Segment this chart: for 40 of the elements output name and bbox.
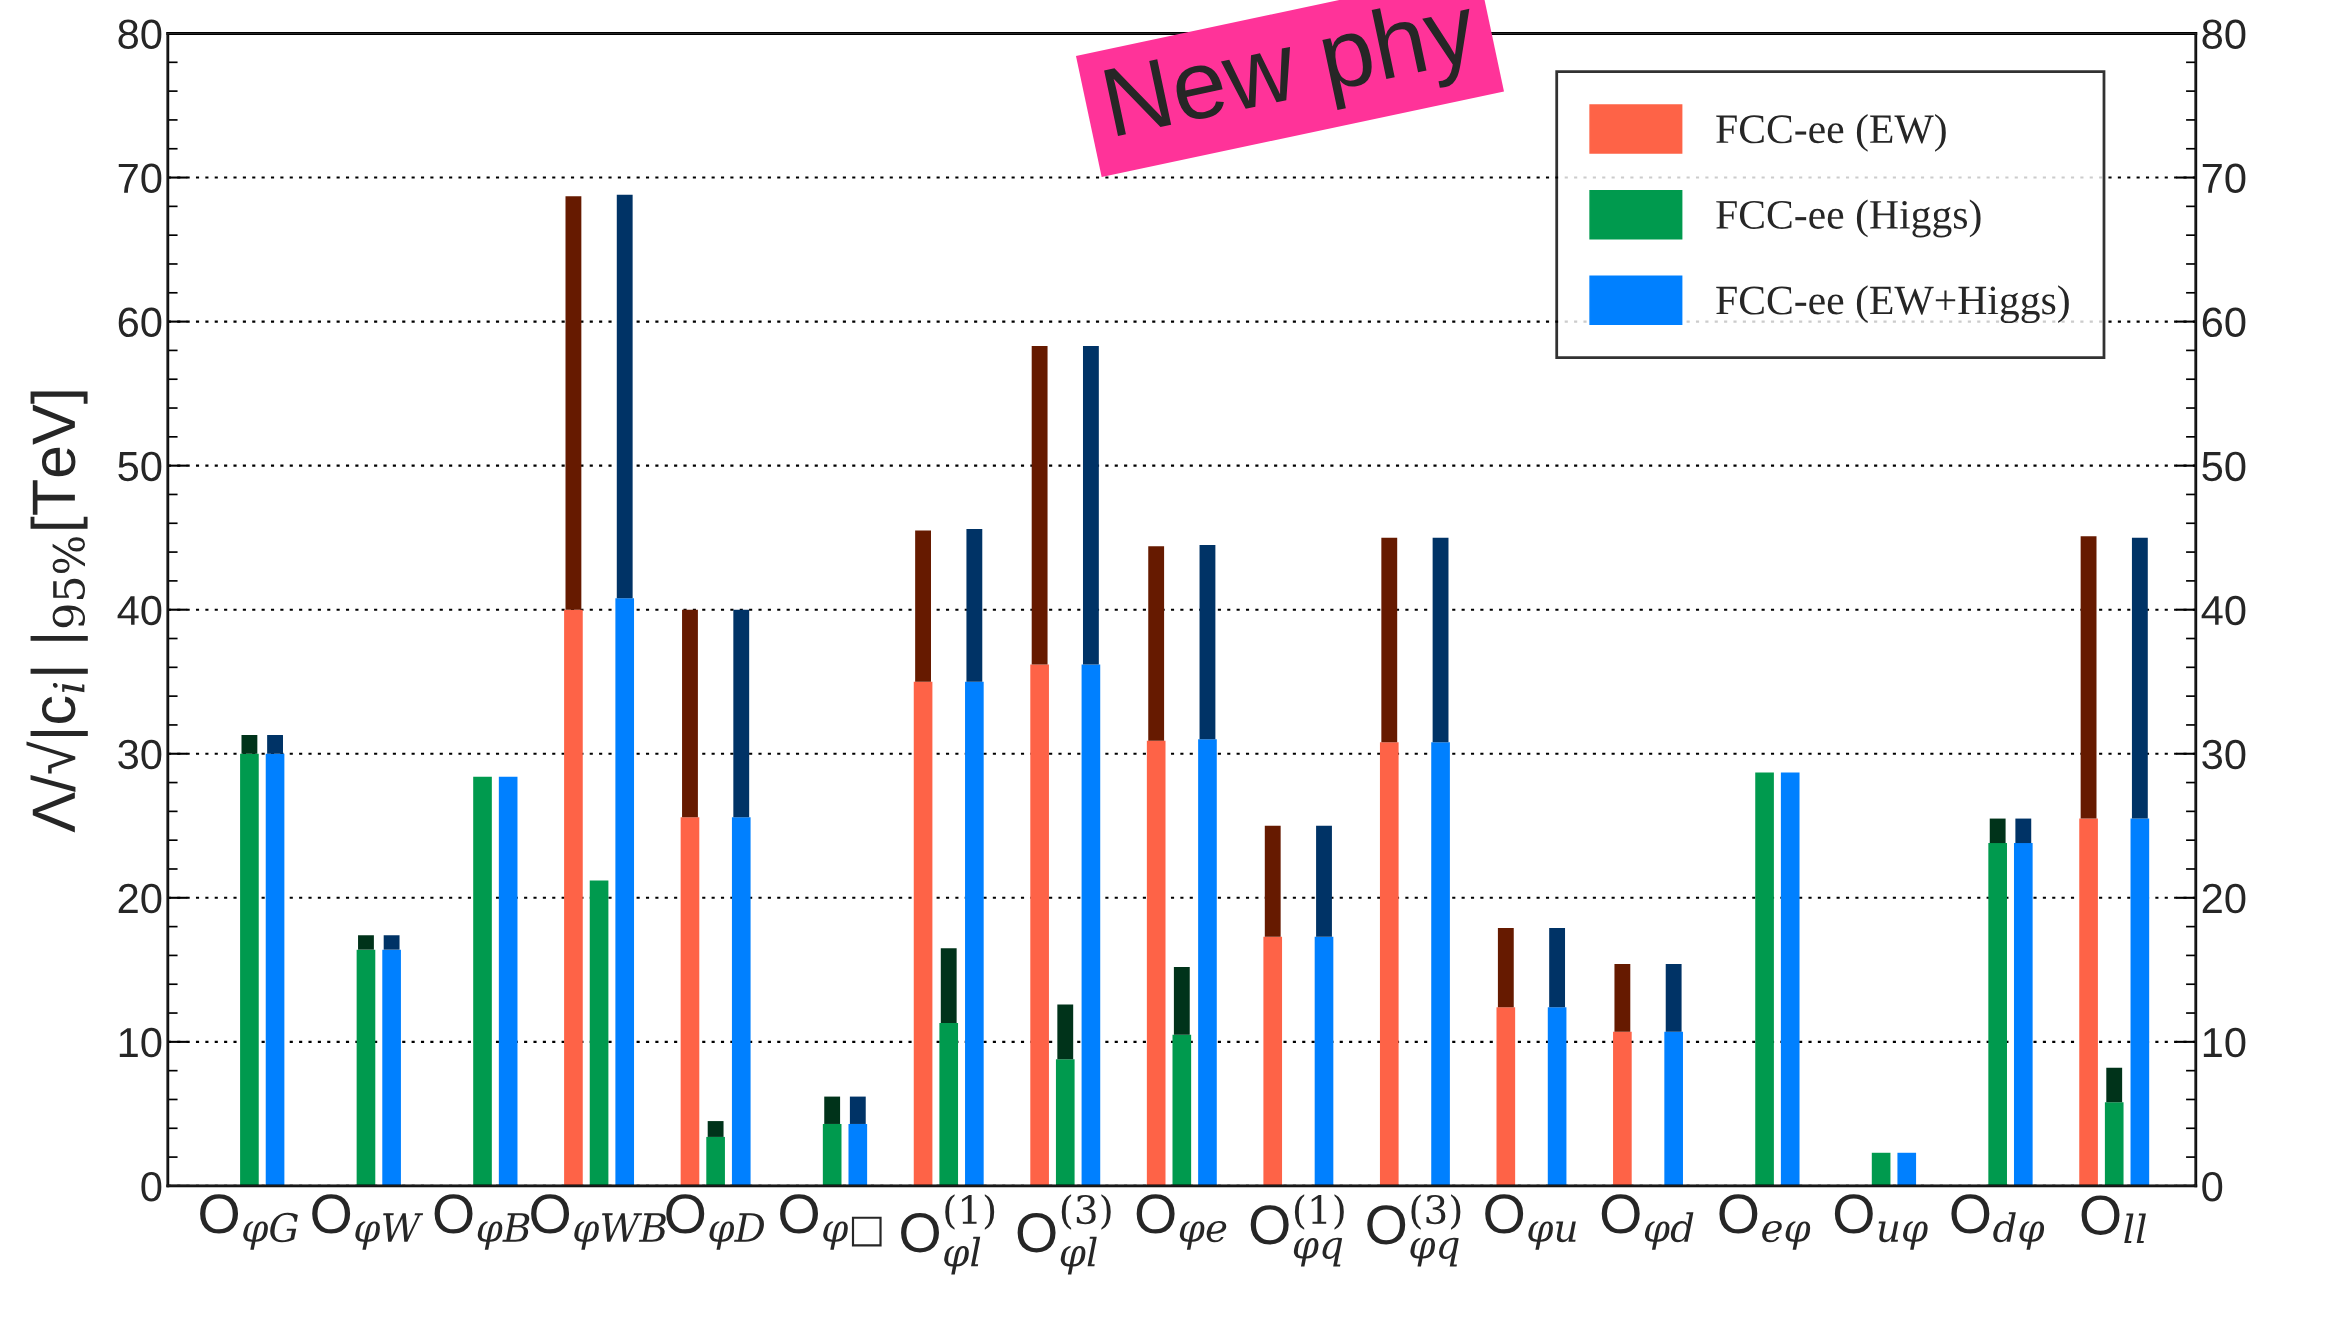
x-tick-label: O$_{φd}$	[1601, 1194, 1694, 1250]
y2-tick-label: 70	[2202, 163, 2246, 194]
legend-label: FCC-ee (Higgs)	[1716, 199, 1981, 238]
y2-tick-label: 10	[2203, 1027, 2246, 1058]
y2-tick-label: 80	[2202, 19, 2246, 50]
x-tick-label: O$^{(1)}$$_{φl}$	[901, 1194, 995, 1275]
y-tick-label: 50	[118, 451, 162, 482]
x-tick-label: O$_{eφ}$	[1719, 1194, 1811, 1250]
x-tick-label: O$_{φu}$	[1485, 1194, 1576, 1250]
x-tick-label: O$_{ll}$	[2081, 1195, 2146, 1244]
x-tick-label: O$_{φD}$	[666, 1194, 764, 1250]
x-tick-label: O$^{(3)}$$_{φl}$	[1017, 1194, 1111, 1275]
x-tick-label: O$^{(1)}$$_{φq}$	[1250, 1194, 1344, 1267]
x-tick-label: O$_{φW}$	[312, 1194, 424, 1250]
y-tick-label: 80	[118, 19, 162, 50]
annotation: New phy	[1103, 0, 1485, 156]
y2-tick-label: 20	[2202, 883, 2246, 914]
y-tick-label: 60	[118, 307, 162, 338]
y2-tick-label: 60	[2202, 307, 2246, 338]
x-tick-label: O$_{φ□}$	[780, 1194, 882, 1250]
y2-tick-label: 0	[2202, 1171, 2223, 1202]
x-tick-label: O$_{φG}$	[200, 1194, 298, 1250]
y-tick-label: 40	[117, 595, 162, 626]
y-tick-label: 30	[118, 739, 162, 770]
y-tick-label: 70	[118, 163, 162, 194]
y-axis-title: Λ/√|c$_{i}$| |$_{95%}$[TeV]	[26, 391, 88, 833]
x-tick-label: O$^{(3)}$$_{φq}$	[1367, 1194, 1461, 1267]
legend-label: FCC-ee (EW)	[1716, 113, 1946, 152]
x-tick-label: O$_{φe}$	[1136, 1194, 1227, 1250]
x-tick-label: O$_{uφ}$	[1834, 1194, 1928, 1250]
y-tick-label: 20	[118, 883, 162, 914]
y-tick-label: 10	[119, 1027, 162, 1058]
x-tick-label: O$_{φWB}$	[531, 1194, 666, 1250]
y2-tick-label: 30	[2202, 739, 2246, 770]
y-tick-label: 0	[141, 1171, 162, 1202]
y2-tick-label: 40	[2201, 595, 2246, 626]
x-tick-label: O$_{dφ}$	[1951, 1194, 2045, 1250]
x-tick-label: O$_{φB}$	[434, 1194, 530, 1250]
y2-tick-label: 50	[2202, 451, 2246, 482]
legend-label: FCC-ee (EW+Higgs)	[1716, 285, 2069, 324]
